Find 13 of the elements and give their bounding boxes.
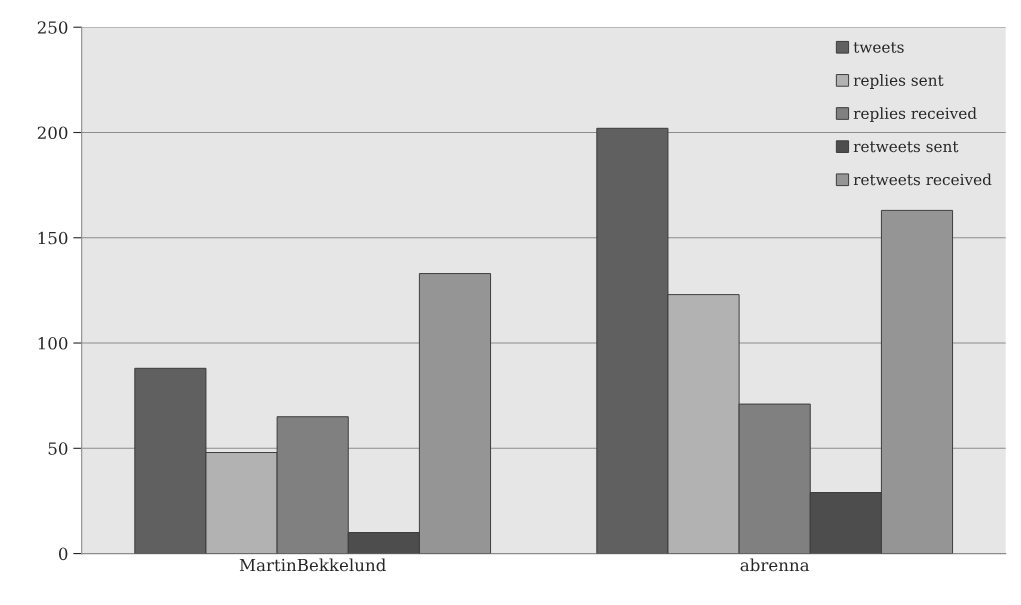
legend-label: retweets sent bbox=[853, 141, 959, 153]
y-tick-label: 0 bbox=[58, 547, 68, 561]
legend-label: retweets received bbox=[853, 173, 992, 186]
x-tick-label: MartinBekkelund bbox=[239, 558, 386, 572]
legend-label: replies sent bbox=[853, 74, 944, 89]
y-tick-label: 250 bbox=[37, 21, 68, 34]
legend-label: replies received bbox=[853, 107, 977, 122]
y-tick-label: 200 bbox=[37, 126, 68, 140]
y-tick-label: 100 bbox=[38, 337, 68, 350]
y-tick-label: 150 bbox=[38, 231, 68, 245]
y-tick-label: 50 bbox=[48, 442, 68, 455]
x-tick-label: abrenna bbox=[740, 558, 810, 572]
legend-label: tweets bbox=[853, 42, 904, 53]
